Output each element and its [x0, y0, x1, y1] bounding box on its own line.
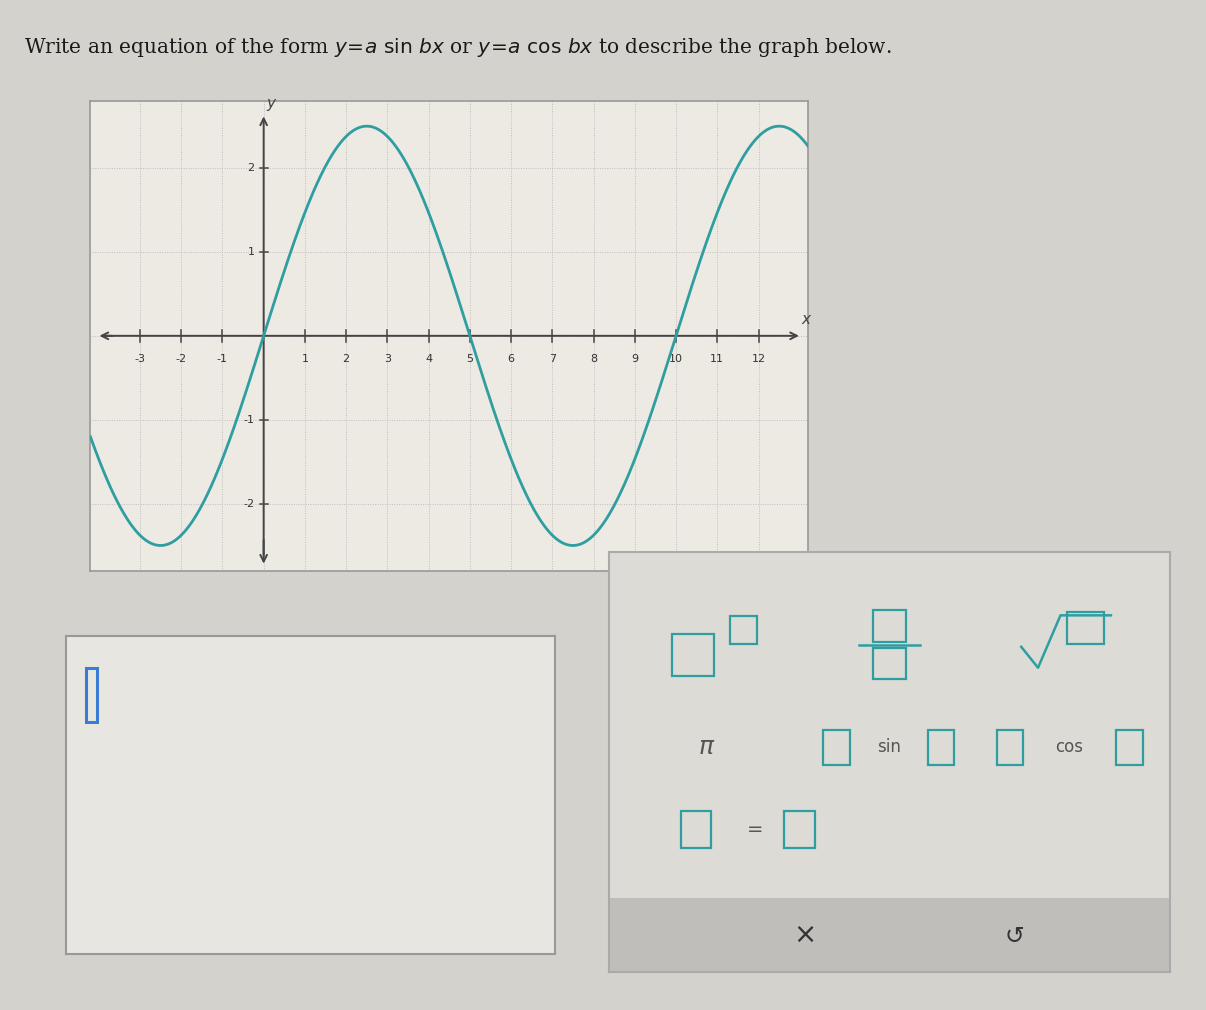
Text: -1: -1: [217, 355, 228, 365]
Text: 8: 8: [590, 355, 597, 365]
Text: 7: 7: [549, 355, 556, 365]
Text: cos: cos: [1055, 738, 1083, 756]
Bar: [680, 811, 712, 847]
Text: $\pi$: $\pi$: [698, 736, 716, 759]
Text: sin: sin: [878, 738, 901, 756]
Text: Write an equation of the form $y\!=\!a\ \mathrm{sin}\ bx$ or $y\!=\!a\ \mathrm{c: Write an equation of the form $y\!=\!a\ …: [24, 36, 891, 60]
Bar: [609, 898, 1170, 972]
Bar: [672, 634, 714, 676]
Text: 2: 2: [343, 355, 350, 365]
Text: 4: 4: [425, 355, 432, 365]
Text: 1: 1: [247, 247, 254, 257]
Text: -1: -1: [244, 415, 254, 424]
Bar: [784, 811, 815, 847]
Text: 3: 3: [384, 355, 391, 365]
Bar: [1116, 730, 1143, 765]
Text: 2: 2: [247, 163, 254, 173]
Text: -3: -3: [134, 355, 146, 365]
Text: 6: 6: [508, 355, 515, 365]
Text: 5: 5: [467, 355, 473, 365]
Text: 11: 11: [710, 355, 725, 365]
Bar: [1067, 612, 1103, 643]
Bar: [730, 616, 757, 643]
Text: 10: 10: [669, 355, 683, 365]
Text: -2: -2: [244, 499, 254, 509]
Text: 9: 9: [631, 355, 638, 365]
Bar: [927, 730, 954, 765]
Text: y: y: [267, 96, 276, 111]
Bar: [822, 730, 849, 765]
Bar: [996, 730, 1024, 765]
Text: -2: -2: [176, 355, 187, 365]
Bar: [873, 647, 906, 680]
Bar: [873, 610, 906, 641]
Text: x: x: [802, 312, 810, 327]
Text: =: =: [747, 819, 763, 838]
Text: 1: 1: [302, 355, 309, 365]
Text: ×: ×: [794, 921, 816, 948]
Text: $\circlearrowleft$: $\circlearrowleft$: [1001, 923, 1025, 946]
Text: 12: 12: [751, 355, 766, 365]
Bar: [86, 669, 96, 722]
